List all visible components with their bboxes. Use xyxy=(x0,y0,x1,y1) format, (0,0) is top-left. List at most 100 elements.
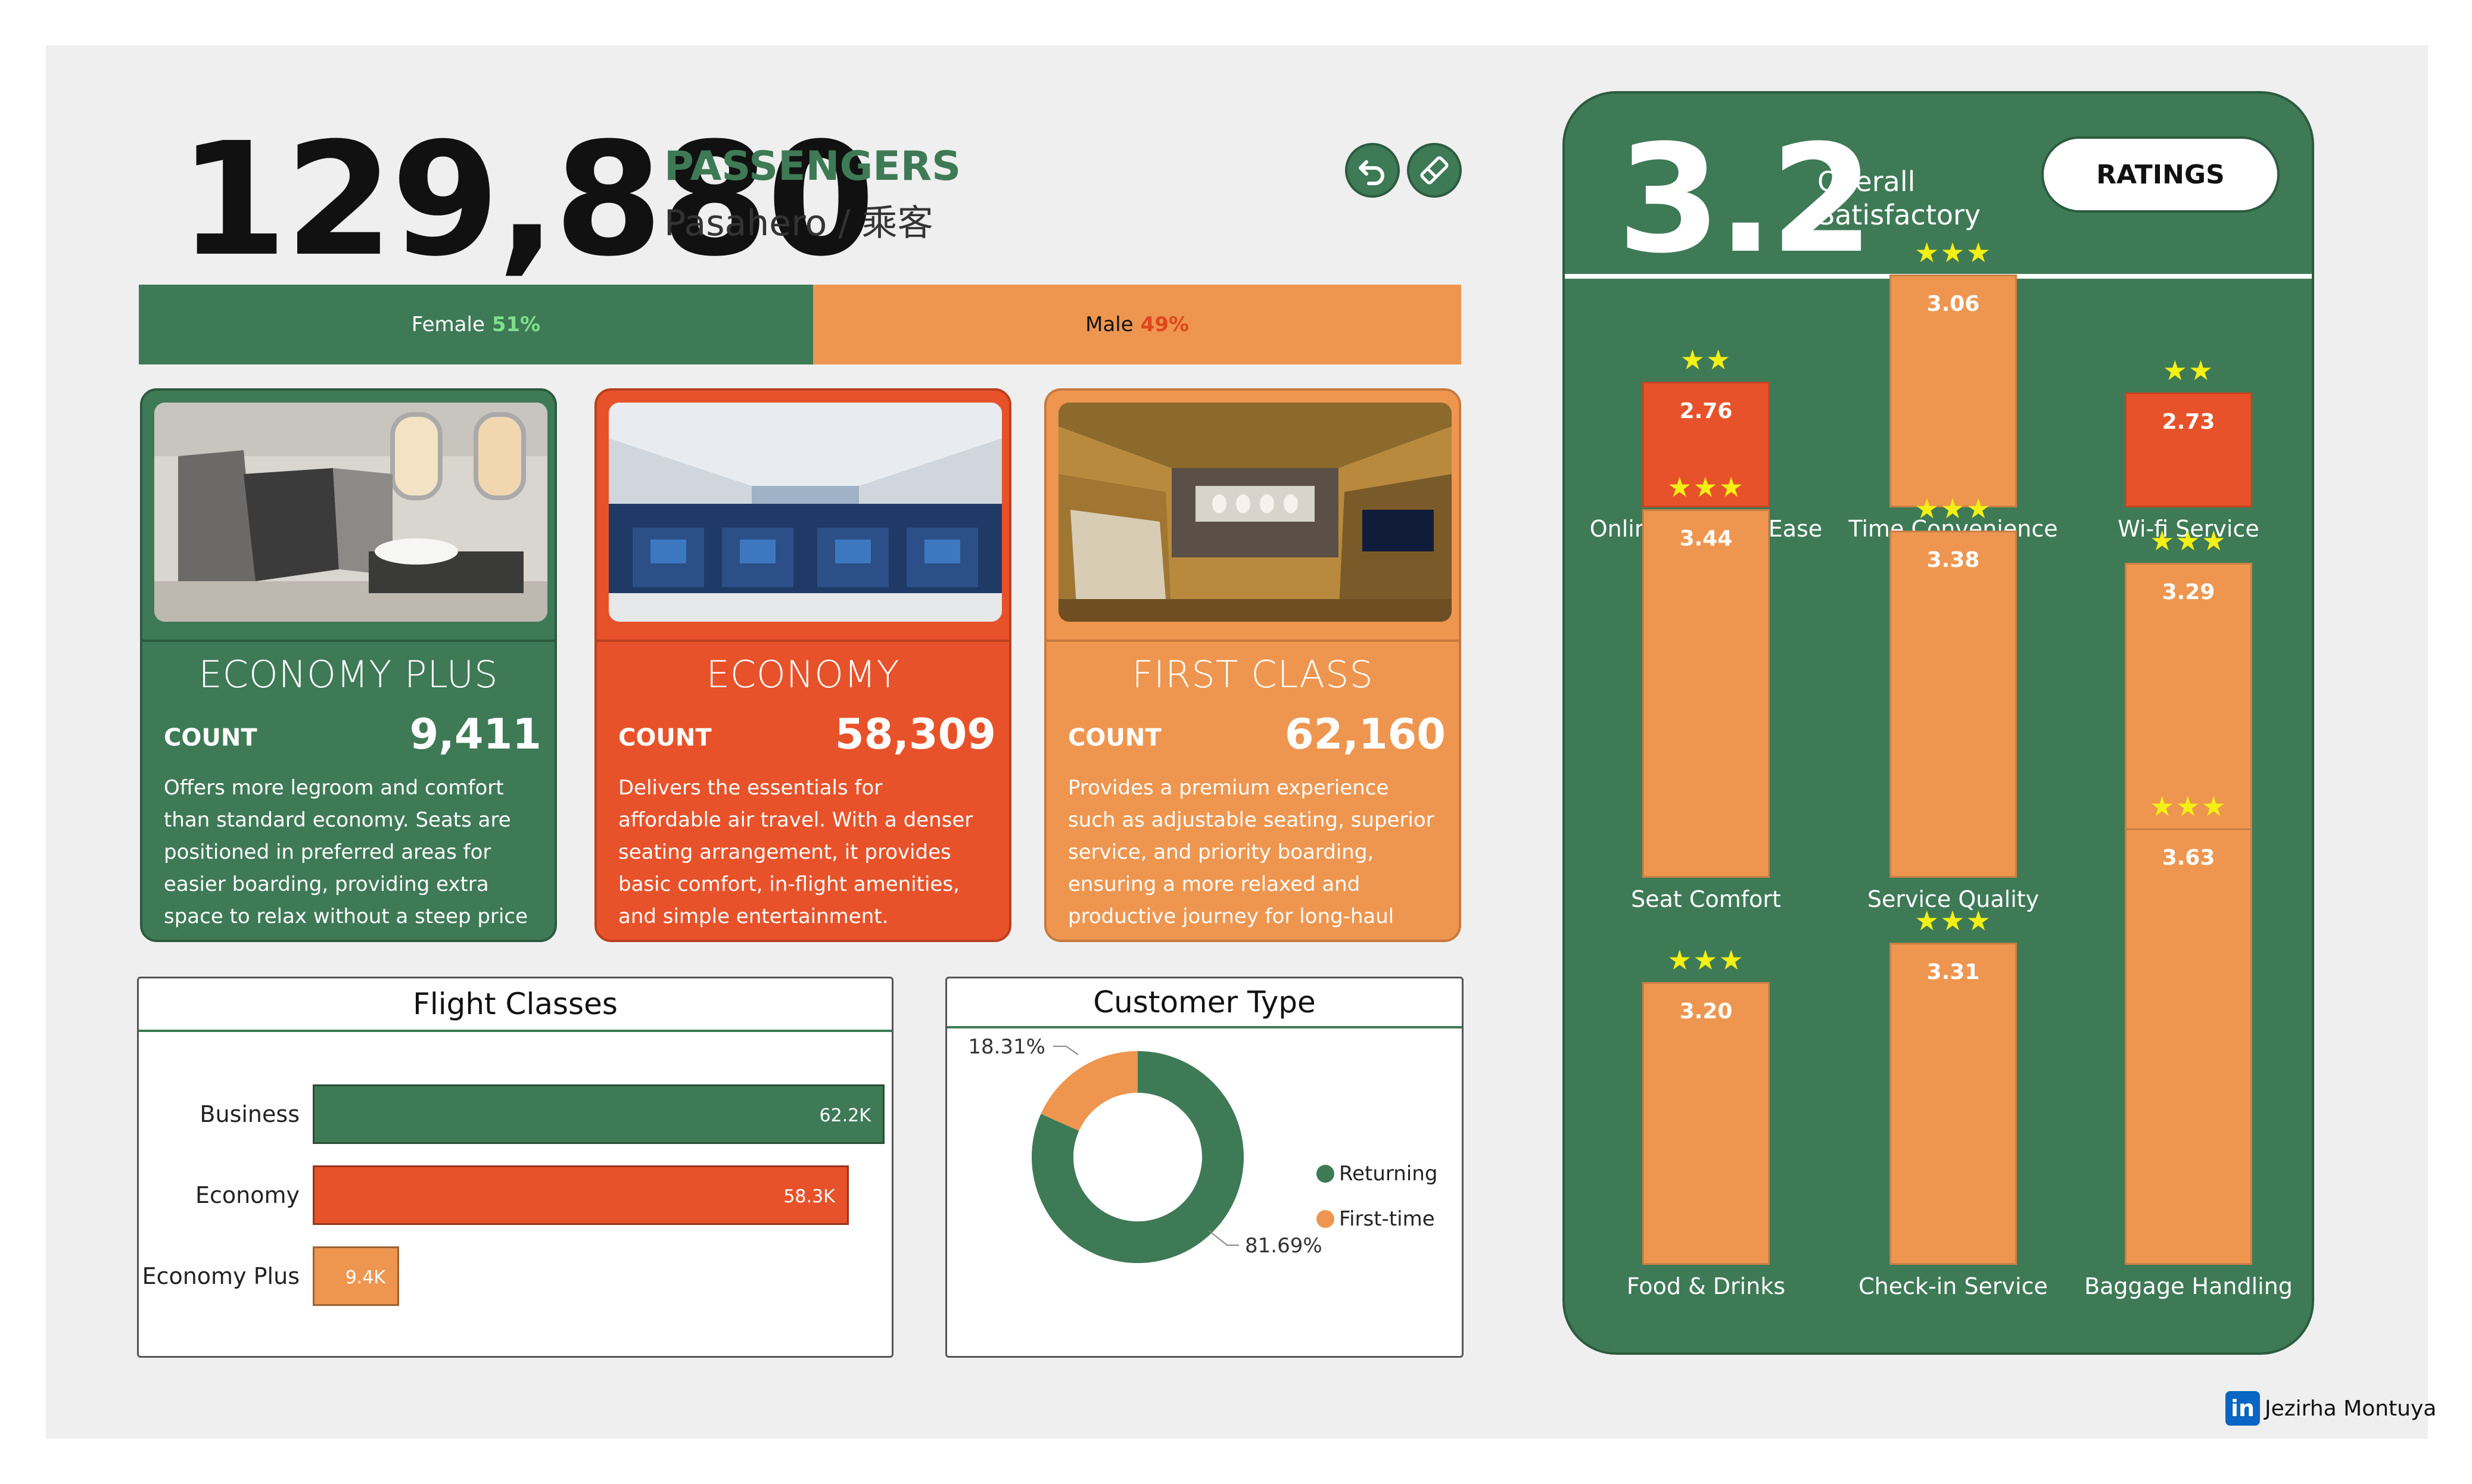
rating-category-label: Food & Drinks xyxy=(1626,1273,1786,1299)
undo-icon xyxy=(1359,160,1384,185)
customer-type-donut: 81.69% 18.31% xyxy=(968,1035,1322,1263)
count-label: COUNT xyxy=(618,724,712,752)
rating-category-label: Service Quality xyxy=(1867,886,2040,912)
undo-button[interactable] xyxy=(1345,143,1400,198)
card-title: ECONOMY PLUS xyxy=(198,653,499,696)
rating-category-label: Check-in Service xyxy=(1858,1273,2048,1299)
card-economy-plus[interactable]: ECONOMY PLUS COUNT 9,411 Offers more leg… xyxy=(140,388,557,942)
count-value: 62,160 xyxy=(1284,710,1446,759)
rating-bar-wi-fi-service[interactable]: 2.73 xyxy=(2125,392,2252,507)
rating-bar-time-convenience[interactable]: 3.06 xyxy=(1889,275,2017,507)
star-rating-icon: ★★ xyxy=(2162,354,2215,386)
donut-leader-line xyxy=(1053,1046,1079,1055)
ratings-panel: 3.2 Overall Satisfactory RATINGS 2.76 ★★ O… xyxy=(1562,91,2314,1355)
flight-class-row: Economy 58.3K xyxy=(139,1165,892,1225)
card-divider xyxy=(142,640,555,642)
donut-slice-first-time[interactable] xyxy=(1041,1051,1138,1131)
customer-type-panel: Customer Type 81.69% 18.31% Returning Firs… xyxy=(945,977,1464,1358)
legend-swatch xyxy=(1316,1210,1334,1228)
flight-class-row: Business 62.2K xyxy=(139,1084,892,1144)
bar-value-label: 58.3K xyxy=(783,1186,835,1207)
male-segment[interactable]: Male 49% xyxy=(813,285,1461,364)
legend-item-first-time[interactable]: First-time xyxy=(1316,1207,1435,1231)
star-rating-icon: ★★★ xyxy=(1914,492,1992,525)
overall-rating-label: Overall Satisfactory xyxy=(1817,165,1981,232)
rating-value-label: 3.29 xyxy=(2162,580,2215,604)
star-rating-icon: ★★★ xyxy=(1667,944,1745,976)
rating-bar-service-quality[interactable]: 3.38 xyxy=(1889,531,2017,878)
economy-plus-photo xyxy=(154,403,547,622)
count-label: COUNT xyxy=(164,724,257,752)
star-rating-icon: ★★★ xyxy=(1914,236,1992,269)
legend-label: First-time xyxy=(1339,1207,1435,1231)
flight-class-row: Economy Plus 9.4K xyxy=(139,1246,892,1306)
economy-photo xyxy=(609,403,1002,622)
author-credit[interactable]: in Jezirha Montuya xyxy=(2225,1391,2436,1426)
donut-leader-line xyxy=(1209,1230,1239,1246)
first-class-photo xyxy=(1058,403,1452,622)
flight-class-bar[interactable]: 58.3K xyxy=(313,1165,849,1225)
rating-category-label: Baggage Handling xyxy=(2084,1273,2293,1299)
rating-value-label: 3.31 xyxy=(1926,960,1980,984)
linkedin-icon: in xyxy=(2225,1391,2260,1426)
star-rating-icon: ★★★ xyxy=(1914,905,1992,937)
rating-value-label: 3.20 xyxy=(1679,999,1733,1024)
female-percent: 51% xyxy=(491,313,541,336)
card-description: Provides a premium experience such as ad… xyxy=(1068,776,1434,940)
card-economy[interactable]: ECONOMY COUNT 58,309 Delivers the essent… xyxy=(594,388,1011,942)
donut-percent-label: 18.31% xyxy=(968,1035,1045,1059)
eraser-icon xyxy=(1420,156,1449,185)
customer-type-title: Customer Type xyxy=(947,978,1462,1028)
rating-category-label: Wi-fi Service xyxy=(2118,516,2259,542)
passengers-title: PASSENGERS xyxy=(664,143,961,190)
donut-slice-returning[interactable] xyxy=(1032,1051,1244,1263)
count-value: 58,309 xyxy=(835,710,996,759)
rating-value-label: 3.44 xyxy=(1679,526,1733,551)
rating-value-label: 3.06 xyxy=(1926,292,1980,316)
card-first-class[interactable]: FIRST CLASS COUNT 62,160 Provides a prem… xyxy=(1044,388,1461,942)
bar-value-label: 62.2K xyxy=(819,1105,871,1126)
bar-category-label: Economy Plus xyxy=(142,1263,300,1289)
card-divider xyxy=(597,640,1009,642)
flight-class-bar[interactable]: 62.2K xyxy=(313,1084,885,1144)
rating-category-label: Seat Comfort xyxy=(1631,886,1781,912)
overall-rating-value: 3.2 xyxy=(1617,113,1874,286)
gender-split-bar: Female 51% Male 49% xyxy=(139,285,1461,364)
legend-swatch xyxy=(1316,1165,1334,1183)
rating-bar-baggage-handling[interactable]: 3.63 xyxy=(2125,828,2252,1265)
card-divider xyxy=(1047,640,1459,642)
female-segment[interactable]: Female 51% xyxy=(139,285,814,364)
star-rating-icon: ★★ xyxy=(1680,344,1732,376)
bar-category-label: Economy xyxy=(195,1182,300,1208)
overall-label-line2: Satisfactory xyxy=(1817,199,1981,231)
star-rating-icon: ★★★ xyxy=(2150,790,2227,822)
rating-value-label: 3.63 xyxy=(2162,846,2215,870)
overall-label-line1: Overall xyxy=(1817,166,1916,198)
count-label: COUNT xyxy=(1068,724,1162,752)
rating-bar-seat-comfort[interactable]: 3.44 xyxy=(1642,509,1770,878)
passengers-subtitle: Pasahero / 乘客 xyxy=(664,202,933,244)
legend-item-returning[interactable]: Returning xyxy=(1316,1162,1437,1186)
total-passengers: 129,880 xyxy=(179,109,875,291)
card-description: Delivers the essentials for affordable a… xyxy=(618,776,973,928)
author-name: Jezirha Montuya xyxy=(2265,1396,2437,1421)
bar-category-label: Business xyxy=(200,1101,300,1127)
card-title: FIRST CLASS xyxy=(1132,653,1374,696)
ratings-button[interactable]: RATINGS xyxy=(2041,136,2280,213)
legend-label: Returning xyxy=(1339,1162,1438,1186)
star-rating-icon: ★★★ xyxy=(2150,525,2227,557)
flight-classes-title: Flight Classes xyxy=(139,978,892,1032)
male-label: Male xyxy=(1085,313,1134,336)
card-title: ECONOMY xyxy=(706,653,900,696)
card-description: Offers more legroom and comfort than sta… xyxy=(164,776,528,940)
clear-filters-button[interactable] xyxy=(1407,143,1462,198)
count-value: 9,411 xyxy=(409,710,541,759)
bar-value-label: 9.4K xyxy=(345,1267,386,1288)
rating-bar-check-in-service[interactable]: 3.31 xyxy=(1889,943,2017,1265)
rating-bar-food-drinks[interactable]: 3.20 xyxy=(1642,982,1770,1265)
rating-value-label: 2.73 xyxy=(2162,410,2215,434)
flight-class-bar[interactable]: 9.4K xyxy=(313,1246,400,1306)
rating-bar-online-booking-ease[interactable]: 2.76 xyxy=(1642,382,1770,507)
flight-classes-panel: Flight Classes Business 62.2K Economy 58.3K… xyxy=(137,977,893,1358)
rating-bar-cleanliness[interactable]: 3.29 xyxy=(2125,563,2252,878)
